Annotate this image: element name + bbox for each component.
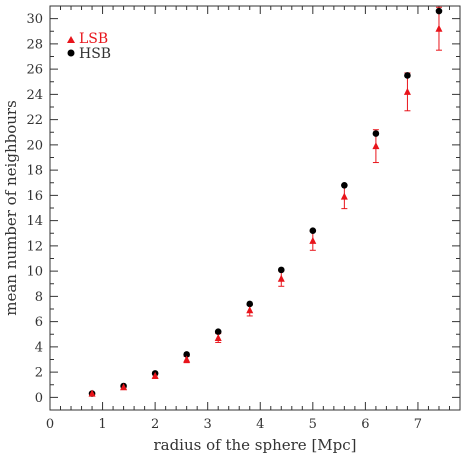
y-tick-label: 0 (35, 391, 43, 406)
hsb-point (435, 7, 443, 15)
legend-hsb-marker (67, 49, 75, 57)
y-tick-label: 6 (35, 315, 43, 330)
lsb-point (120, 383, 128, 391)
hsb-point (183, 351, 190, 358)
y-tick-label: 10 (26, 265, 43, 280)
x-tick-label: 0 (46, 417, 54, 432)
lsb-point (183, 355, 191, 363)
x-tick-label: 3 (204, 417, 212, 432)
hsb-point (341, 181, 348, 189)
axis-ticks (49, 5, 461, 410)
data-marks (88, 6, 443, 397)
lsb-point (372, 142, 380, 150)
hsb-point (404, 72, 411, 79)
lsb-point (403, 87, 411, 95)
y-axis-title: mean number of neighbours (2, 100, 20, 316)
x-tick-label: 6 (361, 417, 369, 432)
hsb-point (309, 227, 317, 235)
y-tick-label: 2 (35, 366, 43, 381)
x-tick-label: 2 (151, 417, 159, 432)
hsb-point (246, 300, 254, 308)
y-tick-label: 20 (26, 138, 43, 153)
y-tick-label: 28 (26, 37, 43, 52)
y-tick-label: 8 (35, 290, 43, 305)
legend: LSB HSB (67, 31, 111, 62)
y-tick-label: 16 (26, 189, 43, 204)
y-tick-label: 22 (26, 113, 43, 128)
x-axis-title: radius of the sphere [Mpc] (153, 436, 356, 454)
hsb-point (372, 130, 380, 137)
y-tick-label: 26 (26, 63, 43, 78)
lsb-point (214, 334, 222, 342)
y-tick-label: 12 (26, 239, 43, 254)
y-tick-label: 30 (26, 12, 43, 27)
x-tick-label: 4 (256, 417, 264, 432)
y-tick-label: 18 (26, 164, 43, 179)
x-tick-label: 1 (98, 417, 106, 432)
y-tick-label: 14 (26, 214, 43, 229)
plot-frame (49, 5, 461, 411)
lsb-point (309, 236, 317, 244)
lsb-point (246, 306, 254, 314)
legend-lsb-marker (67, 36, 75, 43)
lsb-point (277, 274, 285, 282)
hsb-point (214, 328, 222, 336)
legend-hsb-label: HSB (79, 46, 111, 62)
y-tick-label: 4 (35, 340, 43, 355)
hsb-point (277, 266, 285, 274)
lsb-point (88, 389, 96, 397)
y-tick-label: 24 (26, 88, 43, 103)
lsb-point (435, 24, 443, 32)
lsb-point (340, 192, 348, 200)
legend-lsb-label: LSB (79, 31, 108, 47)
x-tick-label: 7 (414, 417, 422, 432)
x-tick-label: 5 (309, 417, 317, 432)
lsb-point (151, 371, 159, 379)
